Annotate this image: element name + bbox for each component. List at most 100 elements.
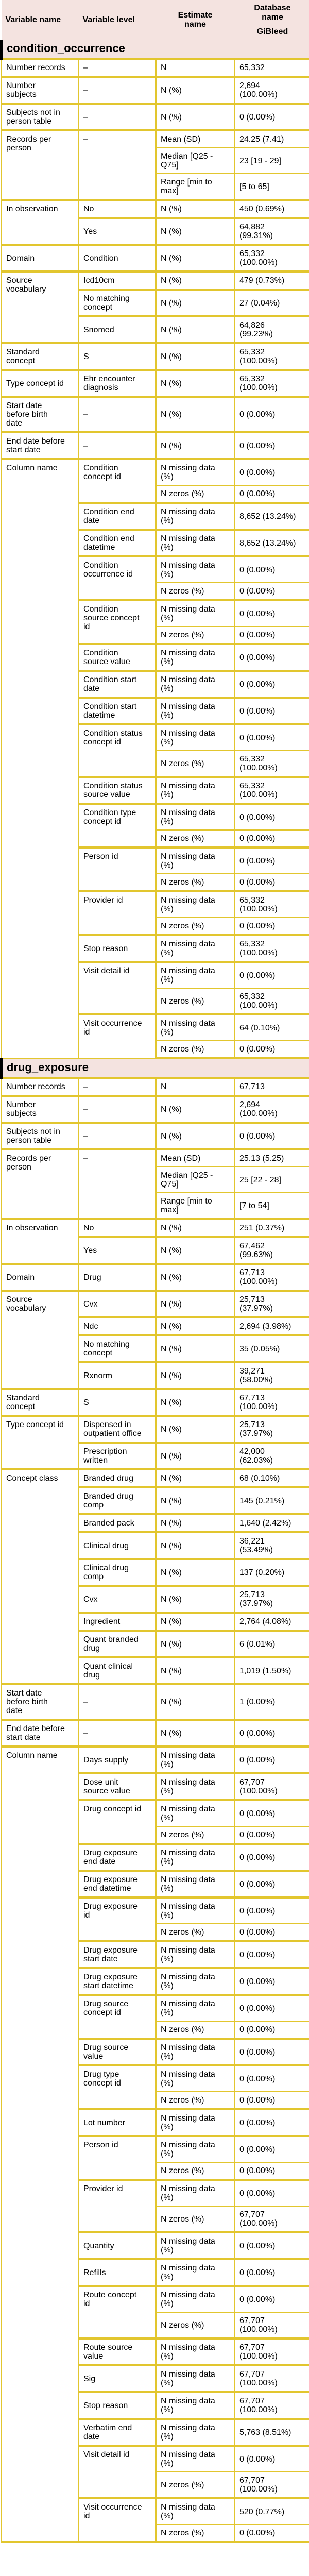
cell-variable-level: – [78, 103, 157, 131]
cell-variable-level: Provider id [78, 890, 157, 936]
cell-estimate-name: N (%) [155, 199, 235, 218]
cell-variable-level: Condition status source value [78, 776, 157, 804]
table-row: Visit occurrence id N missing data (%) 64 … [2, 1013, 309, 1059]
cell-variable-level: Days supply [78, 1745, 157, 1774]
cell-estimate-name: N (%) [155, 1388, 235, 1416]
table-row: Range [min to max] [5 to 65] [2, 173, 309, 200]
cell-variable-name: In observation [1, 199, 79, 245]
cell-variable-level: Cvx [78, 1290, 157, 1318]
cell-estimate-name: N (%) [155, 1316, 235, 1336]
cell-variable-level: Branded drug comp [78, 1486, 157, 1515]
table-row: Domain Drug N (%) 67,713 (100.00%) [1, 1263, 309, 1291]
cell-estimate-value: 0 (0.00%) [234, 1719, 309, 1747]
table-row: Condition type concept id N missing data … [2, 803, 309, 848]
cell-variable-name: Subjects not in person table [1, 103, 79, 131]
table-row: N zeros (%) 0 (0.00%) [2, 873, 309, 892]
cell-estimate-value: 6 (0.01%) [234, 1630, 309, 1658]
cell-estimate-value: 145 (0.21%) [234, 1486, 309, 1515]
cell-estimate-value: 65,332 (100.00%) [234, 750, 309, 777]
cell-estimate-value: 1,640 (2.42%) [234, 1513, 309, 1533]
cell-estimate-name: N (%) [155, 1513, 235, 1533]
cell-variable-level: Condition occurrence id [78, 555, 157, 601]
table-row: Start date before birth date – N (%) 1 (0.0… [1, 1683, 309, 1720]
cell-estimate-value: 0 (0.00%) [234, 431, 309, 460]
table-row: Snomed N (%) 64,826 (99.23%) [2, 315, 309, 344]
cell-variable-level: Sig [78, 2364, 157, 2393]
cell-variable-name: Records per person [1, 1148, 79, 1219]
table-row: Route concept id N missing data (%) 0 (0.0… [2, 2285, 309, 2339]
cell-variable-name: Standard concept [1, 342, 79, 370]
table-row: N zeros (%) 0 (0.00%) [2, 1040, 309, 1059]
table-row: Number records – N 67,713 [1, 1077, 309, 1096]
cell-estimate-name: N (%) [155, 1236, 235, 1264]
table-row: Domain Condition N (%) 65,332 (100.00%) [1, 244, 309, 272]
cell-variable-level: Provider id [78, 2179, 157, 2233]
cell-estimate-value: 0 (0.00%) [234, 1843, 309, 1871]
table-row: Quantity N missing data (%) 0 (0.00%) [2, 2231, 309, 2260]
cell-estimate-name: N (%) [155, 289, 235, 317]
cell-estimate-name: N missing data (%) [155, 2497, 235, 2525]
table-row: Provider id N missing data (%) 0 (0.00%) [2, 2179, 309, 2233]
cell-estimate-value: 64,826 (99.23%) [234, 315, 309, 344]
section-header-row: condition_occurrence [0, 40, 309, 59]
cell-estimate-name: N (%) [155, 244, 235, 272]
table-row: Records per person – Mean (SD) 25.13 (5.25) [1, 1148, 309, 1219]
cell-estimate-value: 65,332 (100.00%) [234, 776, 309, 804]
cell-estimate-name: N (%) [155, 1263, 235, 1291]
cell-estimate-name: N missing data (%) [155, 846, 235, 874]
cell-estimate-name: N missing data (%) [155, 1799, 235, 1827]
cell-estimate-value: 67,713 [234, 1077, 309, 1096]
cell-estimate-name: N (%) [155, 1630, 235, 1658]
cell-estimate-value: [7 to 54] [234, 1192, 309, 1219]
cell-estimate-value: 0 (0.00%) [234, 2021, 309, 2039]
cell-variable-level: Condition source concept id [78, 599, 157, 645]
cell-variable-level: Drug exposure id [78, 1896, 157, 1942]
cell-estimate-name: N missing data (%) [155, 2135, 235, 2163]
cell-variable-name: Number records [1, 58, 79, 77]
table-row: N zeros (%) 0 (0.00%) [2, 917, 309, 936]
cell-variable-level: Clinical drug comp [78, 1558, 157, 1586]
cell-estimate-name: N missing data (%) [155, 2038, 235, 2066]
estimate-name-label: Estimate name [178, 11, 213, 29]
cell-estimate-value: 0 (0.00%) [234, 2162, 309, 2180]
table-row: N zeros (%) 0 (0.00%) [2, 582, 309, 601]
cell-estimate-name: N zeros (%) [155, 2091, 235, 2110]
table-row: Lot number N missing data (%) 0 (0.00%) [2, 2108, 309, 2137]
cell-variable-level: Rxnorm [78, 1361, 157, 1389]
cell-estimate-value: 25.13 (5.25) [234, 1148, 309, 1167]
cell-estimate-name: N (%) [155, 1122, 235, 1150]
cell-estimate-value: 520 (0.77%) [234, 2497, 309, 2525]
cell-estimate-value: 65,332 (100.00%) [234, 342, 309, 370]
table-row: Subjects not in person table – N (%) 0 (0.0… [1, 103, 309, 131]
cell-estimate-name: N missing data (%) [155, 1870, 235, 1898]
section-title: condition_occurrence [0, 40, 309, 59]
table-row: Standard concept S N (%) 67,713 (100.00%) [1, 1388, 309, 1416]
cell-variable-level: Ndc [78, 1316, 157, 1336]
cell-estimate-value: 0 (0.00%) [234, 1923, 309, 1942]
cell-variable-level: Condition source value [78, 643, 157, 671]
cell-estimate-name: Mean (SD) [155, 129, 235, 148]
table-row: Stop reason N missing data (%) 67,707 (100… [2, 2391, 309, 2419]
cell-estimate-name: N missing data (%) [155, 1745, 235, 1774]
cell-estimate-value: 27 (0.04%) [234, 289, 309, 317]
cell-estimate-value: 65,332 [234, 58, 309, 77]
cell-estimate-name: N (%) [155, 1486, 235, 1515]
cell-estimate-name: N zeros (%) [155, 2206, 235, 2233]
table-row: Drug exposure end datetime N missing data… [2, 1870, 309, 1898]
cell-estimate-value: 2,694 (3.98%) [234, 1316, 309, 1336]
table-row: Median [Q25 - Q75] 23 [19 - 29] [2, 147, 309, 174]
cell-estimate-value: 0 (0.00%) [234, 829, 309, 848]
cell-variable-level: Drug exposure start date [78, 1940, 157, 1969]
cell-variable-name: Number subjects [1, 76, 79, 104]
cell-variable-level: Verbatim end date [78, 2418, 157, 2446]
cell-estimate-value: 65,332 (100.00%) [234, 890, 309, 918]
cell-estimate-value: 65,332 (100.00%) [234, 244, 309, 272]
table-row: Number subjects – N (%) 2,694 (100.00%) [1, 76, 309, 104]
cell-estimate-name: N zeros (%) [155, 829, 235, 848]
cell-estimate-value: 0 (0.00%) [234, 2231, 309, 2260]
cell-estimate-name: N missing data (%) [155, 697, 235, 725]
table-row: Type concept id Ehr encounter diagnosis N … [1, 369, 309, 397]
table-row: Sig N missing data (%) 67,707 (100.00%) [2, 2364, 309, 2393]
cell-variable-level: Stop reason [78, 934, 157, 962]
